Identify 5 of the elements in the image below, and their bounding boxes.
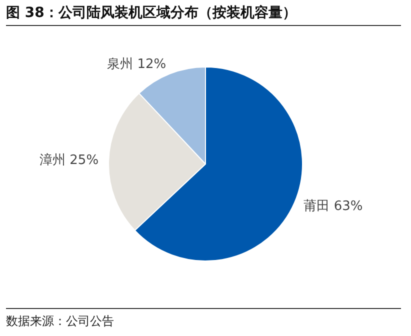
chart-title: 图 38：公司陆风装机区域分布（按装机容量）	[6, 4, 401, 26]
slice-label: 泉州 12%	[107, 56, 166, 72]
slice-label: 漳州 25%	[40, 153, 99, 168]
slice-label: 莆田 63%	[304, 198, 363, 214]
source-note: 数据来源：公司公告	[6, 314, 114, 328]
